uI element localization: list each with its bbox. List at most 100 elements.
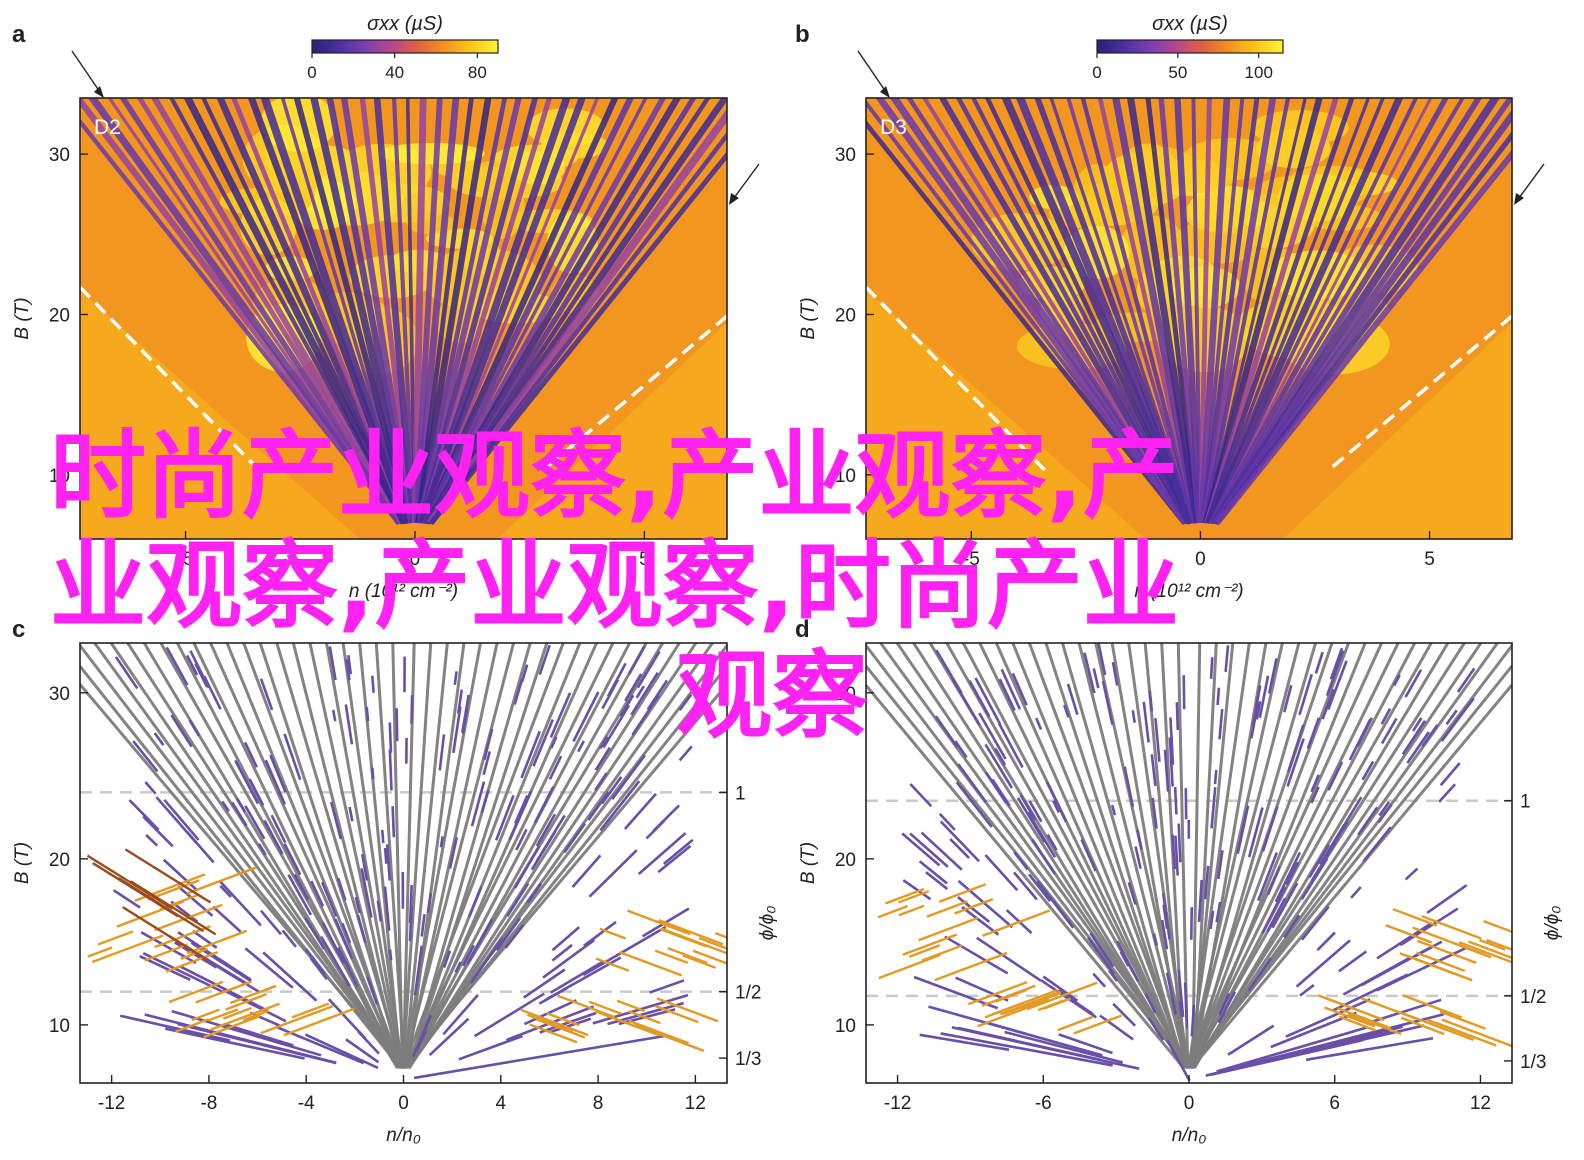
measured-segment (901, 832, 941, 867)
orange-segment (938, 883, 987, 903)
landau-level-line (866, 643, 1190, 1069)
measured-segment (165, 646, 189, 686)
measured-segment (538, 644, 551, 675)
measured-segment (163, 798, 200, 841)
measured-segment (1144, 992, 1157, 1014)
fan-line (419, 98, 586, 525)
fan-body (80, 643, 727, 1080)
measured-segment (112, 889, 141, 909)
orange-segment (977, 998, 1050, 1028)
arrow-shaft (730, 163, 760, 203)
measured-segment (281, 929, 297, 948)
fan-line (1145, 98, 1201, 524)
measured-segment (263, 819, 284, 855)
measured-segment (1151, 797, 1158, 829)
measured-segment (221, 800, 230, 813)
measured-segment (356, 914, 367, 944)
colorbar-bar (1096, 39, 1284, 54)
measured-segment (1012, 871, 1038, 901)
measured-segment (1439, 762, 1461, 787)
arrow-head (94, 86, 104, 98)
orange-segment (1392, 907, 1438, 927)
measured-segment (219, 884, 232, 898)
landau-level-line (402, 643, 727, 1069)
measured-segment (919, 1033, 1010, 1052)
measured-segment (1236, 810, 1249, 851)
measured-segment (1300, 905, 1330, 941)
orange-segment (878, 953, 941, 980)
measured-segment (588, 849, 638, 898)
measured-segment (599, 735, 609, 750)
measured-segment (1045, 781, 1068, 823)
orange-segment (1026, 981, 1098, 1011)
landau-level-line (1011, 643, 1187, 1069)
measured-segment (1393, 674, 1401, 687)
measured-segment (188, 719, 201, 737)
measured-segment (1217, 850, 1224, 880)
y-tick-label: 30 (835, 684, 856, 705)
fan-line (906, 98, 1189, 525)
orange-segment (918, 916, 979, 942)
x-tick-label: 5 (639, 549, 650, 570)
measured-segment (383, 847, 388, 864)
orange-segment (698, 936, 727, 950)
orange-segment (208, 1008, 239, 1022)
colorbar-title: σxx (µS) (1152, 13, 1228, 35)
measured-segment (1042, 975, 1079, 1002)
orange-segment (934, 951, 1008, 982)
measured-segment (1285, 861, 1300, 886)
measured-segment (341, 922, 352, 944)
measured-segment (1108, 969, 1118, 982)
measured-segment (587, 791, 610, 821)
measured-segment (549, 1017, 592, 1034)
landau-level-line (1186, 643, 1384, 1069)
measured-segment (321, 921, 345, 964)
colorbar-tick-label: 100 (1245, 63, 1273, 82)
orange-segment (1003, 992, 1057, 1015)
arrow-shaft (857, 50, 889, 96)
measured-segment (467, 886, 483, 918)
orange-segment (546, 1012, 580, 1027)
orange-segment (984, 989, 1058, 1019)
orange-segment (260, 1005, 334, 1035)
outer-region-right (497, 322, 727, 539)
measured-segment (380, 829, 385, 844)
fan-line (970, 98, 1192, 524)
measured-segment (264, 759, 287, 805)
measured-segment (1224, 645, 1230, 672)
measured-segment (128, 799, 160, 831)
orange-segment (1401, 994, 1463, 1019)
orange-segment (186, 866, 257, 895)
landau-level-line (407, 643, 682, 1069)
orange-segment (283, 1007, 356, 1037)
measured-segment (442, 950, 452, 968)
measured-segment (1111, 661, 1119, 686)
fan-line (1214, 149, 1512, 525)
measured-segment (1274, 851, 1302, 903)
orange-segment (1439, 1010, 1486, 1030)
measured-segment (594, 746, 611, 771)
fan-body (866, 643, 1512, 1082)
measured-segment (1213, 770, 1218, 785)
measured-segment (383, 886, 391, 931)
y-tick-label: 10 (835, 466, 856, 487)
measured-segment (1216, 1026, 1367, 1073)
measured-segment (944, 935, 1009, 975)
orange-segment (898, 904, 925, 917)
fan-line (1209, 98, 1433, 524)
measured-segment (538, 986, 568, 1005)
landau-level-line (866, 682, 1185, 1070)
fan-line (1205, 98, 1355, 524)
measured-segment (657, 844, 692, 874)
measured-segment (1332, 821, 1349, 846)
measured-segment (984, 771, 1008, 804)
measured-segment (1150, 754, 1157, 787)
plot-frame (79, 97, 728, 540)
landau-level-line (1186, 643, 1284, 1069)
measured-segment (466, 918, 494, 965)
fan-line (1206, 98, 1371, 524)
landau-level-line (401, 643, 433, 1069)
x-tick-label: 0 (1184, 1093, 1195, 1114)
measured-segment (1177, 969, 1185, 1018)
measured-segment (257, 843, 267, 856)
